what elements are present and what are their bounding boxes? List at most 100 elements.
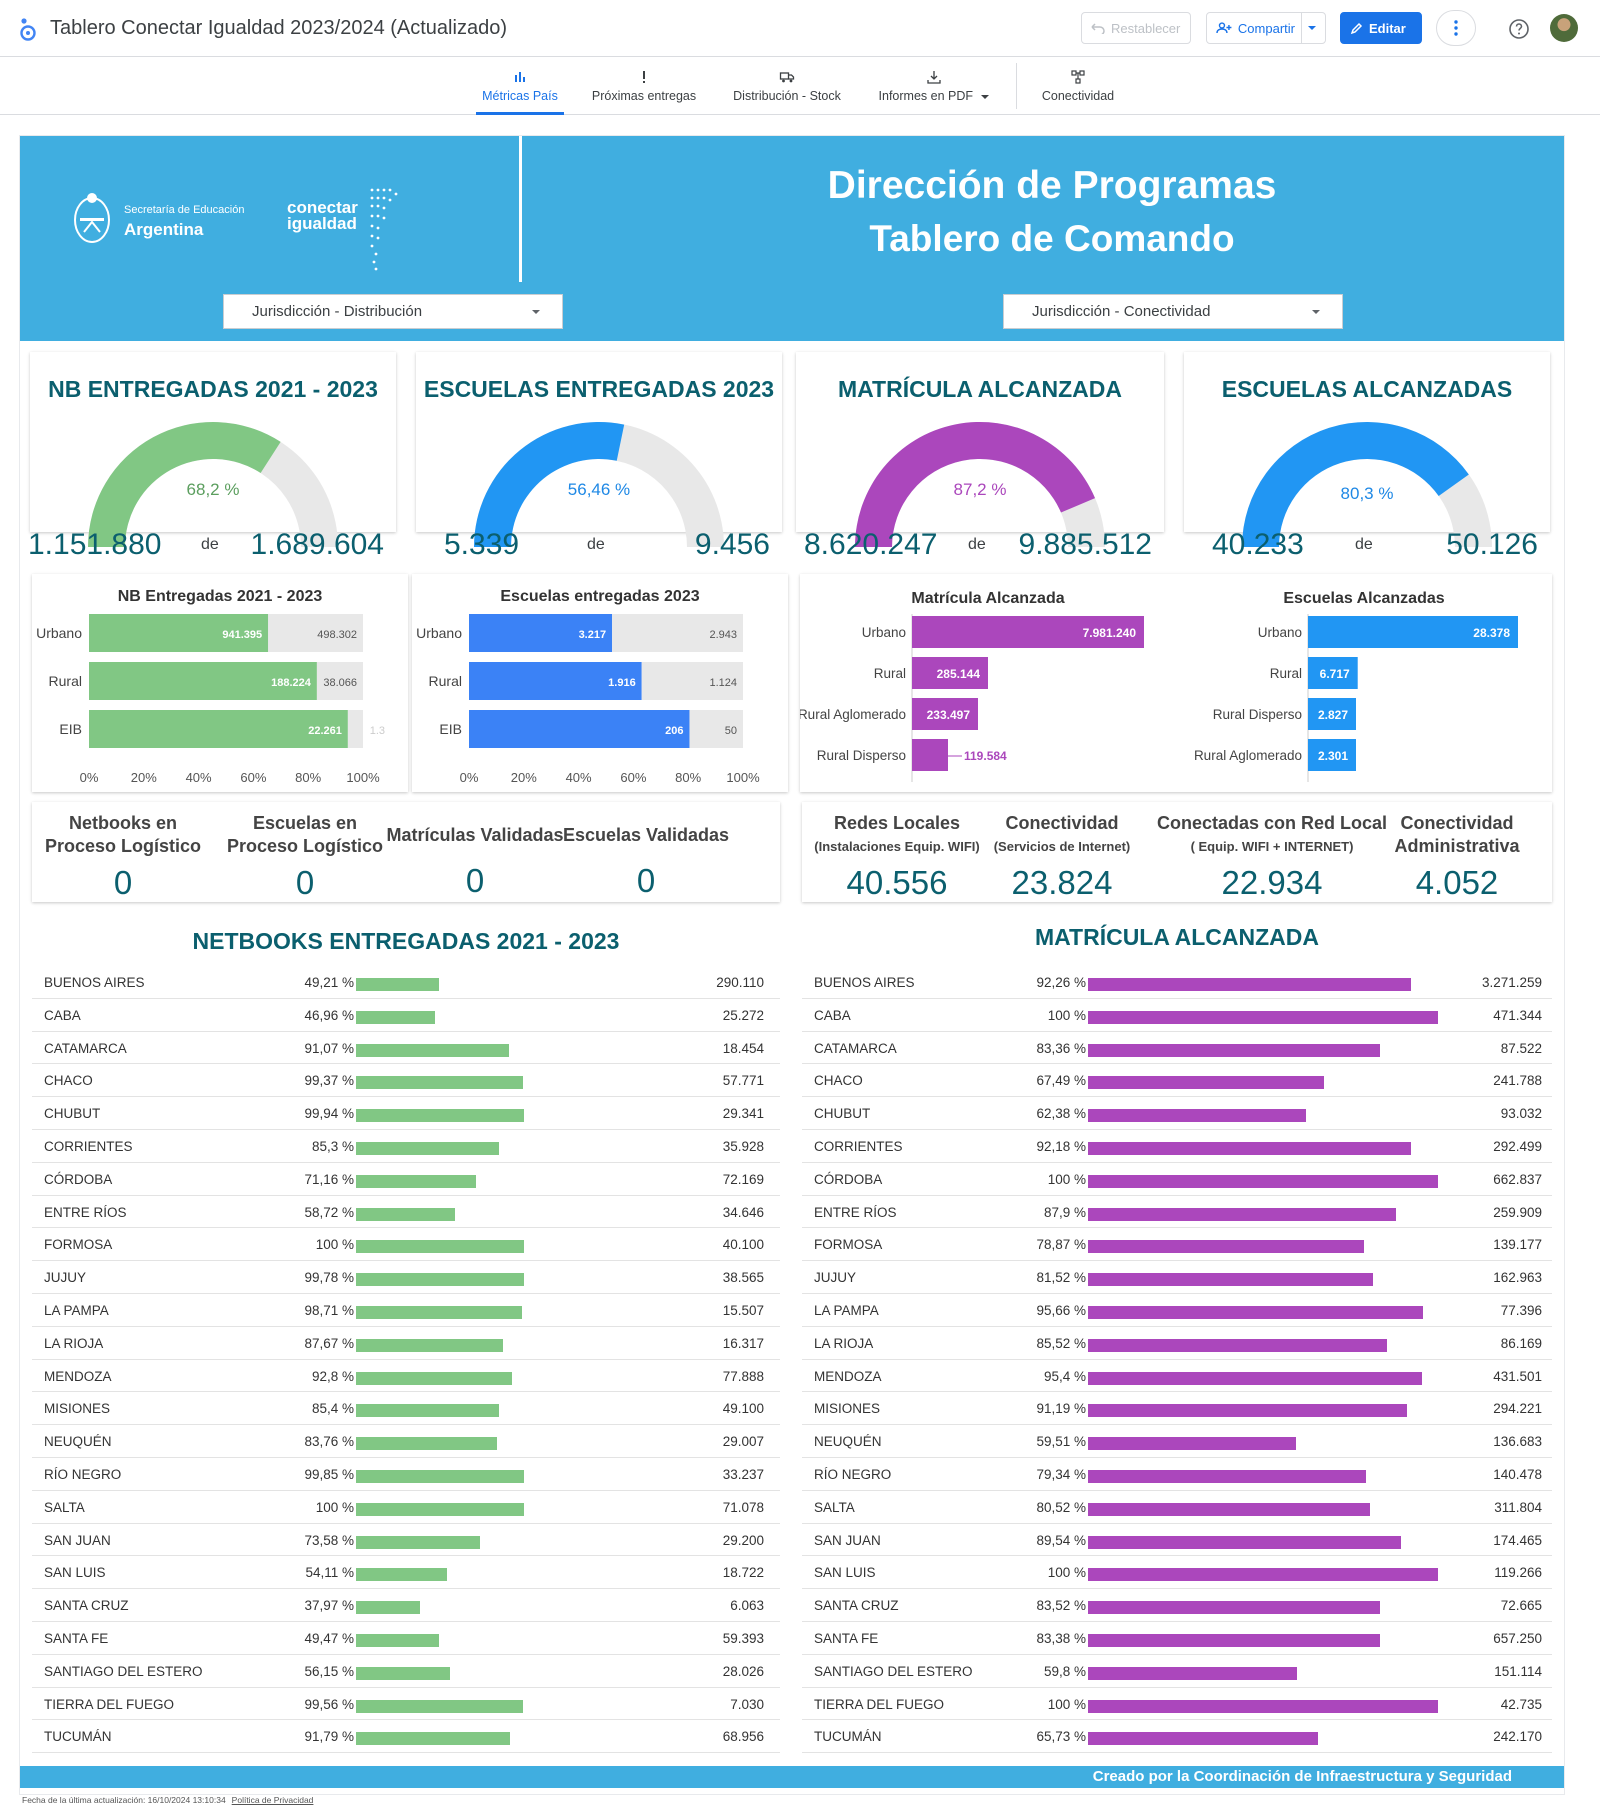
table-row[interactable]: TIERRA DEL FUEGO 100 % 42.735 [802,1688,1552,1721]
table-row[interactable]: RÍO NEGRO 79,34 % 140.478 [802,1458,1552,1491]
bar-pending[interactable] [268,614,363,652]
table-row[interactable]: SANTA FE 83,38 % 657.250 [802,1622,1552,1655]
table-row[interactable]: NEUQUÉN 59,51 % 136.683 [802,1425,1552,1458]
table-row[interactable]: MENDOZA 92,8 % 77.888 [32,1360,780,1393]
argentina-seal-icon [74,193,110,243]
table-row[interactable]: SANTA FE 49,47 % 59.393 [32,1622,780,1655]
table-row[interactable]: SANTA CRUZ 37,97 % 6.063 [32,1589,780,1622]
help-icon[interactable] [1508,18,1530,40]
kpi-achieved-value: 40.233 [1212,528,1304,561]
count-value: 174.465 [1493,1532,1542,1548]
table-row[interactable]: SANTIAGO DEL ESTERO 56,15 % 28.026 [32,1655,780,1688]
tick-label: 0% [460,770,479,785]
tab-proximas-entregas[interactable]: Próximas entregas [582,57,706,115]
table-row[interactable]: CATAMARCA 91,07 % 18.454 [32,1032,780,1065]
table-row[interactable]: TIERRA DEL FUEGO 99,56 % 7.030 [32,1688,780,1721]
tab-distribucion-stock[interactable]: Distribución - Stock [720,57,854,115]
table-row[interactable]: JUJUY 81,52 % 162.963 [802,1261,1552,1294]
table-row[interactable]: CABA 100 % 471.344 [802,999,1552,1032]
bar-pending[interactable] [641,662,743,700]
table-row[interactable]: LA RIOJA 87,67 % 16.317 [32,1327,780,1360]
table-row[interactable]: CABA 46,96 % 25.272 [32,999,780,1032]
stat-heading: Escuelas Validadas [554,824,738,847]
privacy-link[interactable]: Política de Privacidad [231,1795,314,1805]
bar[interactable] [1308,739,1356,771]
table-row[interactable]: MISIONES 91,19 % 294.221 [802,1392,1552,1426]
category-label: Rural [1270,666,1302,681]
table-row[interactable]: SANTA CRUZ 83,52 % 72.665 [802,1589,1552,1622]
edit-button[interactable]: Editar [1340,12,1422,44]
table-row[interactable]: TUCUMÁN 65,73 % 242.170 [802,1720,1552,1754]
table-row[interactable]: SALTA 80,52 % 311.804 [802,1491,1552,1524]
table-row[interactable]: CHUBUT 62,38 % 93.032 [802,1097,1552,1130]
table-row[interactable]: CÓRDOBA 100 % 662.837 [802,1163,1552,1196]
table-row[interactable]: FORMOSA 78,87 % 139.177 [802,1228,1552,1262]
undo-icon [1091,23,1105,34]
bar-delivered[interactable] [89,662,317,700]
table-row[interactable]: SAN JUAN 73,58 % 29.200 [32,1524,780,1557]
table-row[interactable]: LA PAMPA 98,71 % 15.507 [32,1294,780,1327]
jurisdiccion-conectividad-dropdown[interactable]: Jurisdicción - Conectividad [1003,294,1343,329]
reset-button[interactable]: Restablecer [1081,12,1191,44]
table-row[interactable]: NEUQUÉN 83,76 % 29.007 [32,1425,780,1458]
table-row[interactable]: TUCUMÁN 91,79 % 68.956 [32,1720,780,1754]
table-row[interactable]: LA RIOJA 85,52 % 86.169 [802,1327,1552,1360]
table-row[interactable]: BUENOS AIRES 92,26 % 3.271.259 [802,966,1552,999]
bar[interactable] [912,698,978,730]
bar[interactable] [1308,698,1356,730]
table-row[interactable]: MISIONES 85,4 % 49.100 [32,1392,780,1426]
bar-delivered[interactable] [469,710,690,748]
bar-delivered[interactable] [469,662,642,700]
table-row[interactable]: MENDOZA 95,4 % 431.501 [802,1360,1552,1393]
bar-pending[interactable] [316,662,363,700]
last-updated: Fecha de la última actualización: 16/10/… [22,1795,313,1805]
table-row[interactable]: SAN JUAN 89,54 % 174.465 [802,1524,1552,1557]
jurisdiction-name: SALTA [44,1499,85,1515]
table-row[interactable]: LA PAMPA 95,66 % 77.396 [802,1294,1552,1327]
table-row[interactable]: SANTIAGO DEL ESTERO 59,8 % 151.114 [802,1655,1552,1688]
bar-delivered[interactable] [89,710,348,748]
table-row[interactable]: CÓRDOBA 71,16 % 72.169 [32,1163,780,1196]
jurisdiccion-distribucion-dropdown[interactable]: Jurisdicción - Distribución [223,294,563,329]
table-row[interactable]: CATAMARCA 83,36 % 87.522 [802,1032,1552,1065]
bar-pending[interactable] [689,710,743,748]
stat-value: 23.824 [1011,864,1113,901]
bar-pending[interactable] [347,710,363,748]
table-row[interactable]: CHACO 99,37 % 57.771 [32,1064,780,1098]
table-row[interactable]: ENTRE RÍOS 58,72 % 34.646 [32,1196,780,1229]
bar[interactable] [1308,616,1518,648]
table-row[interactable]: SAN LUIS 54,11 % 18.722 [32,1556,780,1590]
table-row[interactable]: FORMOSA 100 % 40.100 [32,1228,780,1262]
table-row[interactable]: SAN LUIS 100 % 119.266 [802,1556,1552,1590]
bar[interactable] [912,739,948,771]
tab-informes-pdf[interactable]: Informes en PDF [868,57,1000,115]
table-row[interactable]: ENTRE RÍOS 87,9 % 259.909 [802,1196,1552,1229]
more-options-icon[interactable] [1436,10,1476,46]
bar[interactable] [912,657,988,689]
table-row[interactable]: RÍO NEGRO 99,85 % 33.237 [32,1458,780,1491]
table-row[interactable]: CORRIENTES 85,3 % 35.928 [32,1130,780,1163]
user-avatar[interactable] [1550,14,1578,42]
table-row[interactable]: BUENOS AIRES 49,21 % 290.110 [32,966,780,999]
share-button[interactable]: Compartir [1206,12,1326,44]
percentage-value: 59,8 % [1043,1663,1086,1679]
table-row[interactable]: CORRIENTES 92,18 % 292.499 [802,1130,1552,1163]
percentage-value: 89,54 % [1036,1532,1086,1548]
percentage-value: 83,36 % [1036,1040,1086,1056]
bar-delivered[interactable] [89,614,269,652]
jurisdiction-name: NEUQUÉN [44,1434,112,1450]
tab-conectividad[interactable]: Conectividad [1030,57,1126,115]
tab-metricas-pais[interactable]: Métricas País [476,57,564,115]
percentage-bar [356,1404,500,1418]
table-row[interactable]: CHACO 67,49 % 241.788 [802,1064,1552,1098]
table-row[interactable]: CHUBUT 99,94 % 29.341 [32,1097,780,1130]
bar-delivered[interactable] [469,614,613,652]
bar-pending[interactable] [612,614,743,652]
bar[interactable] [912,616,1144,648]
table-row[interactable]: SALTA 100 % 71.078 [32,1491,780,1524]
table-row[interactable]: JUJUY 99,78 % 38.565 [32,1261,780,1294]
bar[interactable] [1308,657,1358,689]
percentage-value: 92,26 % [1036,975,1086,990]
bar-chart-icon [515,72,525,82]
share-dropdown-chevron-icon[interactable] [1301,13,1316,43]
